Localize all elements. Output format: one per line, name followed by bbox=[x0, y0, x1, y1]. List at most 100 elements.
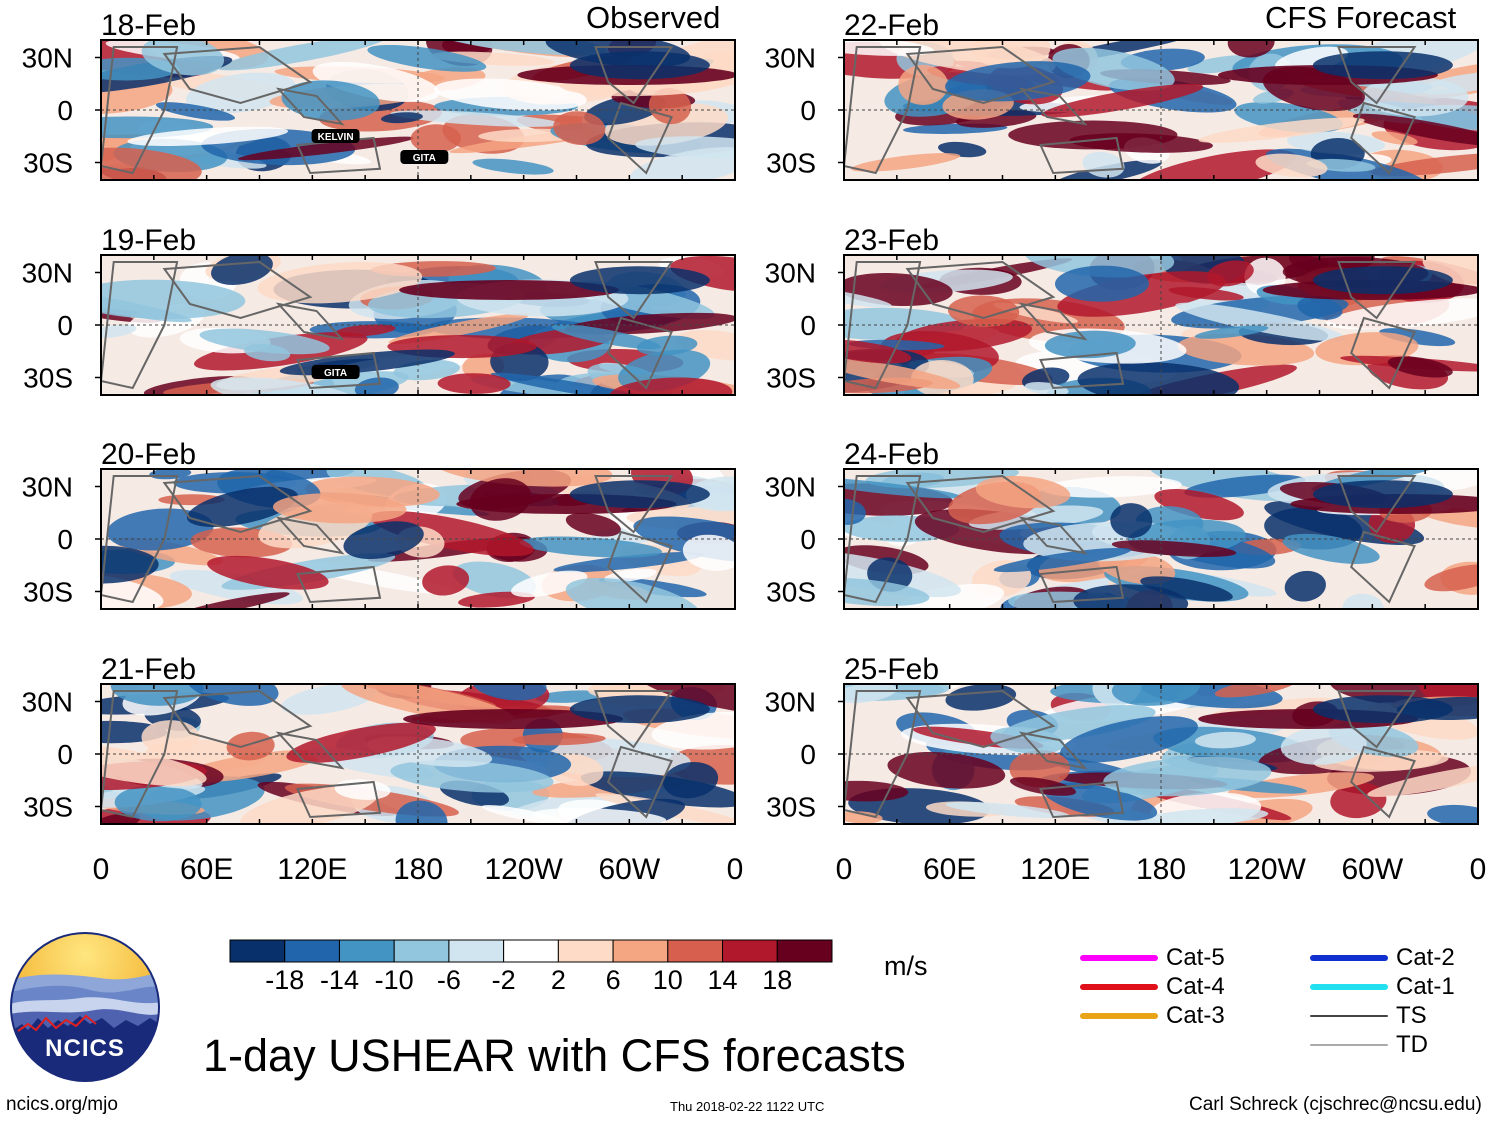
y-tick-label: 30S bbox=[23, 792, 73, 823]
legend-swatch bbox=[1310, 1015, 1388, 1017]
colorbar-swatch bbox=[338, 939, 395, 963]
y-tick-label: 30S bbox=[766, 363, 816, 394]
legend-item-cat-1: Cat-1 bbox=[1310, 973, 1455, 1000]
colorbar-label: -14 bbox=[320, 965, 359, 995]
cfs-forecast-label: CFS Forecast bbox=[1265, 0, 1457, 35]
ncics-logo: NCICS bbox=[10, 932, 160, 1082]
panel-date-label: 25-Feb bbox=[844, 653, 939, 686]
legend-swatch bbox=[1080, 955, 1158, 961]
legend-item-cat-5: Cat-5 bbox=[1080, 944, 1225, 971]
colorbar-swatch bbox=[393, 939, 450, 963]
y-tick-label: 0 bbox=[57, 739, 73, 770]
colorbar-swatch bbox=[448, 939, 505, 963]
y-tick-label: 30S bbox=[23, 363, 73, 394]
legend-item-cat-2: Cat-2 bbox=[1310, 944, 1455, 971]
legend-label: Cat-1 bbox=[1396, 973, 1455, 1000]
legend-swatch bbox=[1310, 1044, 1388, 1046]
y-tick-label: 30N bbox=[765, 687, 816, 718]
legend-item-cat-4: Cat-4 bbox=[1080, 973, 1225, 1000]
panel-date-label: 18-Feb bbox=[101, 9, 196, 42]
x-tick-label: 0 bbox=[836, 853, 853, 886]
colorbar-label: 2 bbox=[551, 965, 566, 995]
storm-label: KELVIN bbox=[311, 129, 360, 143]
colorbar-swatch bbox=[667, 939, 724, 963]
y-tick-label: 30N bbox=[765, 43, 816, 74]
y-tick-label: 0 bbox=[57, 95, 73, 126]
panel-date-label: 19-Feb bbox=[101, 224, 196, 257]
y-tick-label: 0 bbox=[800, 95, 816, 126]
panel-22-feb: 22-Feb 30N 0 30S bbox=[765, 9, 1479, 181]
legend-label: TS bbox=[1396, 1002, 1427, 1029]
panel-date-label: 20-Feb bbox=[101, 438, 196, 471]
svg-text:KELVIN: KELVIN bbox=[318, 132, 354, 143]
colorbar-label: 10 bbox=[653, 965, 683, 995]
x-tick-label: 0 bbox=[727, 853, 744, 886]
panel-19-feb: 19-Feb 30N 0 30S GITA bbox=[22, 224, 736, 396]
colorbar-label: -6 bbox=[437, 965, 461, 995]
x-tick-label: 180 bbox=[1136, 853, 1186, 886]
colorbar-label: -2 bbox=[492, 965, 516, 995]
x-tick-label: 120W bbox=[484, 853, 563, 886]
colorbar-swatch bbox=[229, 939, 286, 963]
y-tick-label: 0 bbox=[57, 524, 73, 555]
legend-item-ts: TS bbox=[1310, 1002, 1427, 1029]
y-tick-label: 0 bbox=[800, 739, 816, 770]
storm-legend: Cat-5 Cat-4 Cat-3 Cat-2 Cat-1 TS TD bbox=[1080, 944, 1500, 1065]
colorbar-label: -18 bbox=[265, 965, 304, 995]
panel-25-feb: 25-Feb 30N 0 30S bbox=[765, 653, 1479, 825]
colorbar-label: 14 bbox=[708, 965, 738, 995]
y-tick-label: 0 bbox=[57, 310, 73, 341]
storm-label: GITA bbox=[400, 150, 449, 164]
panel-date-label: 24-Feb bbox=[844, 438, 939, 471]
x-tick-label: 120E bbox=[277, 853, 347, 886]
y-tick-label: 30N bbox=[22, 687, 73, 718]
legend-swatch bbox=[1310, 955, 1388, 961]
chart-title: 1-day USHEAR with CFS forecasts bbox=[203, 1030, 906, 1081]
panel-20-feb: 20-Feb 30N 0 30S bbox=[22, 438, 736, 610]
x-tick-label: 0 bbox=[1470, 853, 1487, 886]
y-tick-label: 30N bbox=[22, 258, 73, 289]
colorbar-swatch bbox=[612, 939, 669, 963]
colorbar-swatch bbox=[284, 939, 340, 963]
colorbar-label: -10 bbox=[375, 965, 414, 995]
y-tick-label: 0 bbox=[800, 524, 816, 555]
legend-label: Cat-2 bbox=[1396, 944, 1455, 971]
y-tick-label: 30N bbox=[765, 258, 816, 289]
colorbar-label: 6 bbox=[606, 965, 621, 995]
panel-21-feb: 21-Feb 30N 0 30S bbox=[22, 653, 736, 825]
legend-item-td: TD bbox=[1310, 1031, 1428, 1058]
footer-url[interactable]: ncics.org/mjo bbox=[6, 1094, 118, 1115]
y-tick-label: 30N bbox=[22, 472, 73, 503]
legend-label: Cat-4 bbox=[1166, 973, 1225, 1000]
panel-24-feb: 24-Feb 30N 0 30S bbox=[765, 438, 1479, 610]
legend-swatch bbox=[1310, 984, 1388, 990]
x-tick-label: 60E bbox=[923, 853, 976, 886]
observed-label: Observed bbox=[586, 0, 721, 35]
y-tick-label: 30S bbox=[766, 148, 816, 179]
x-tick-label: 180 bbox=[393, 853, 443, 886]
x-tick-label: 0 bbox=[93, 853, 110, 886]
legend-swatch bbox=[1080, 984, 1158, 990]
legend-label: TD bbox=[1396, 1031, 1428, 1058]
legend-label: Cat-3 bbox=[1166, 1002, 1225, 1029]
legend-item-cat-3: Cat-3 bbox=[1080, 1002, 1225, 1029]
storm-label: GITA bbox=[311, 365, 360, 379]
x-tick-label: 120E bbox=[1020, 853, 1090, 886]
y-tick-label: 30S bbox=[23, 148, 73, 179]
colorbar-swatch bbox=[503, 939, 559, 963]
y-tick-label: 30N bbox=[22, 43, 73, 74]
panel-date-label: 22-Feb bbox=[844, 9, 939, 42]
footer-credit: Carl Schreck (cjschrec@ncsu.edu) bbox=[1189, 1094, 1482, 1115]
panel-date-label: 21-Feb bbox=[101, 653, 196, 686]
x-tick-label: 120W bbox=[1227, 853, 1306, 886]
panel-23-feb: 23-Feb 30N 0 30S bbox=[765, 224, 1479, 396]
y-tick-label: 30S bbox=[766, 792, 816, 823]
y-tick-label: 0 bbox=[800, 310, 816, 341]
colorbar: -18 -14 -10 -6 -2 2 6 10 14 18 bbox=[229, 939, 833, 995]
colorbar-swatch bbox=[776, 939, 833, 963]
colorbar-label: 18 bbox=[762, 965, 792, 995]
legend-swatch bbox=[1080, 1013, 1158, 1019]
panel-18-feb: 18-Feb 30N 0 30S KELVIN GITA bbox=[22, 9, 736, 181]
x-tick-label: 60E bbox=[180, 853, 233, 886]
